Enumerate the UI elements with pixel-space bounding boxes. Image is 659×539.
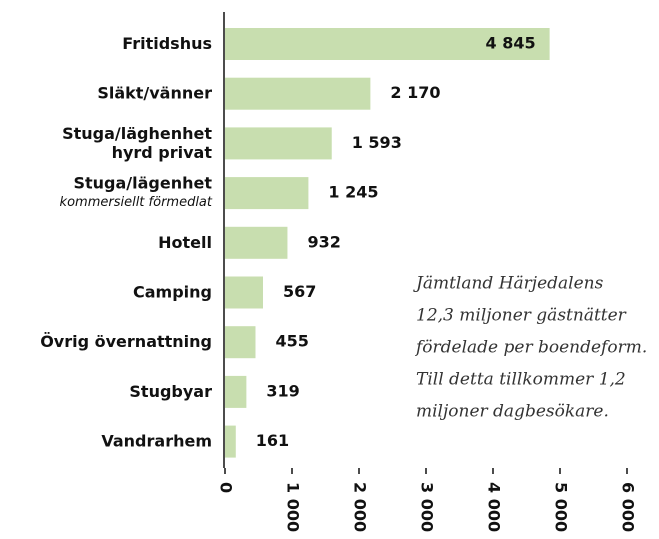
x-tick-label: 2 000 (351, 482, 370, 532)
value-label: 2 170 (390, 83, 440, 102)
category-label: Hotell (158, 232, 212, 251)
value-label: 932 (307, 232, 340, 251)
x-tick-label: 6 000 (619, 482, 638, 532)
bar (225, 326, 256, 359)
bar (225, 276, 263, 309)
bar (225, 127, 332, 160)
category-label: Vandrarhem (101, 431, 212, 450)
annotation: miljoner dagbesökare. (416, 402, 609, 422)
annotation: Till detta tillkommer 1,2 (416, 370, 626, 390)
annotation: fördelade per boendeform. (414, 338, 647, 358)
x-tick-label: 4 000 (485, 482, 504, 532)
value-label: 1 245 (328, 183, 378, 202)
category-sublabel: kommersiellt förmedlat (60, 195, 213, 210)
bar (225, 375, 247, 408)
x-tick-label: 1 000 (284, 482, 303, 532)
bar (225, 425, 236, 458)
annotation: Jämtland Härjedalens (413, 274, 604, 294)
category-label: Släkt/vänner (97, 83, 212, 102)
category-label: Fritidshus (122, 34, 212, 53)
value-label: 319 (266, 381, 299, 400)
value-label: 567 (283, 282, 316, 301)
category-label: Stugbyar (129, 381, 212, 400)
bar (225, 226, 288, 259)
bar (225, 28, 550, 60)
category-label: Stuga/lägenhet (73, 173, 212, 192)
bar (225, 177, 309, 210)
bar (225, 77, 371, 110)
value-label: 161 (256, 431, 289, 450)
category-label: Övrig övernattning (40, 332, 212, 351)
category-label: Stuga/läghenhet hyrd privat (62, 123, 212, 161)
x-tick-label: 3 000 (418, 482, 437, 532)
annotation: 12,3 miljoner gästnätter (416, 306, 627, 326)
x-tick-label: 0 (217, 482, 236, 493)
x-tick-label: 5 000 (552, 482, 571, 532)
category-label: Camping (133, 282, 212, 301)
value-label: 4 845 (486, 34, 536, 53)
value-label: 1 593 (352, 133, 402, 152)
value-label: 455 (275, 332, 308, 351)
